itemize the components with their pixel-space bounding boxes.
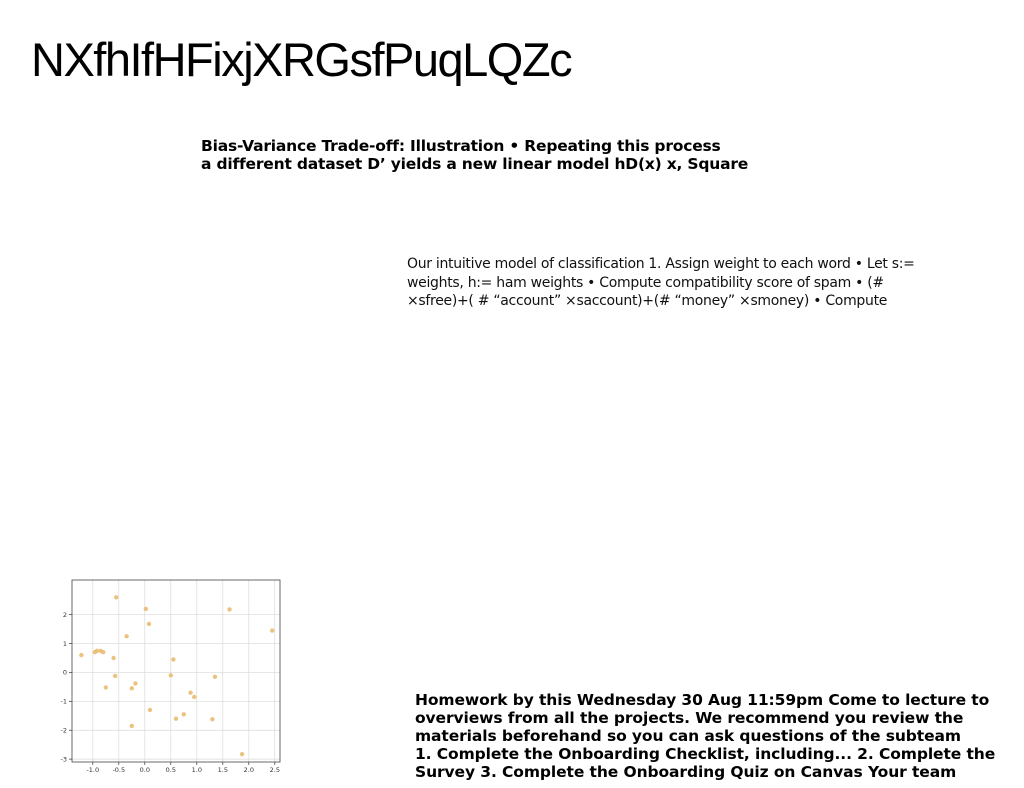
scatter-point [124,634,129,639]
scatter-point [129,723,134,729]
page-title: NXfhIfHFixjXRGsfPuqLQZc [31,33,573,86]
y-tick-label: -2 [61,727,67,735]
x-tick-label: -0.5 [112,766,125,774]
scatter-point [114,595,119,600]
homework-text-block: Homework by this Wednesday 30 Aug 11:59p… [415,691,996,781]
plot-frame [71,579,281,763]
scatter-point [192,694,197,700]
x-tick-label: 2.0 [244,766,254,774]
y-tick-label: 2 [63,611,67,619]
scatter-point [143,606,149,612]
bias-variance-text-block: Bias-Variance Trade-off: Illustration • … [201,137,749,173]
scatter-point [133,681,138,686]
scatter-plot-svg: -1.0 -0.5 0.0 0.5 1.0 1.5 2.0 2.5 -3 -2 -1 0 1 2 [61,579,281,774]
y-tick-label: 0 [63,669,67,677]
scatter-point [212,674,218,679]
scatter-point [171,657,176,662]
classification-text-block: Our intuitive model of classification 1.… [407,256,915,309]
x-tick-label: 2.5 [270,766,280,774]
x-tick-label: -1.0 [86,766,99,774]
scatter-point [239,752,245,757]
scatter-point [101,650,106,655]
y-tick-label: -3 [61,755,67,763]
scatter-point [188,690,193,695]
x-tick-label: 0.5 [166,766,176,774]
y-tick-label: -1 [61,698,67,706]
scatter-point [147,707,153,713]
scatter-point [94,648,100,653]
scatter-point [79,652,84,658]
scatter-point [210,717,215,722]
scatter-point [173,716,179,721]
scatter-point [111,655,116,661]
scatter-point [129,686,134,691]
x-tick-label: 1.5 [218,766,228,774]
scatter-point [181,712,186,717]
scatter-point [168,673,173,678]
x-tick-label: 0.0 [140,766,150,774]
scatter-point [270,628,275,633]
x-tick-label: 1.0 [192,766,202,774]
scatter-point [103,685,108,690]
scatter-plot: -1.0 -0.5 0.0 0.5 1.0 1.5 2.0 2.5 -3 -2 -1 0 1 2 [52,576,292,780]
scatter-point [112,673,118,679]
scatter-point [146,621,152,627]
scatter-point [227,607,232,612]
y-tick-label: 1 [63,640,67,648]
